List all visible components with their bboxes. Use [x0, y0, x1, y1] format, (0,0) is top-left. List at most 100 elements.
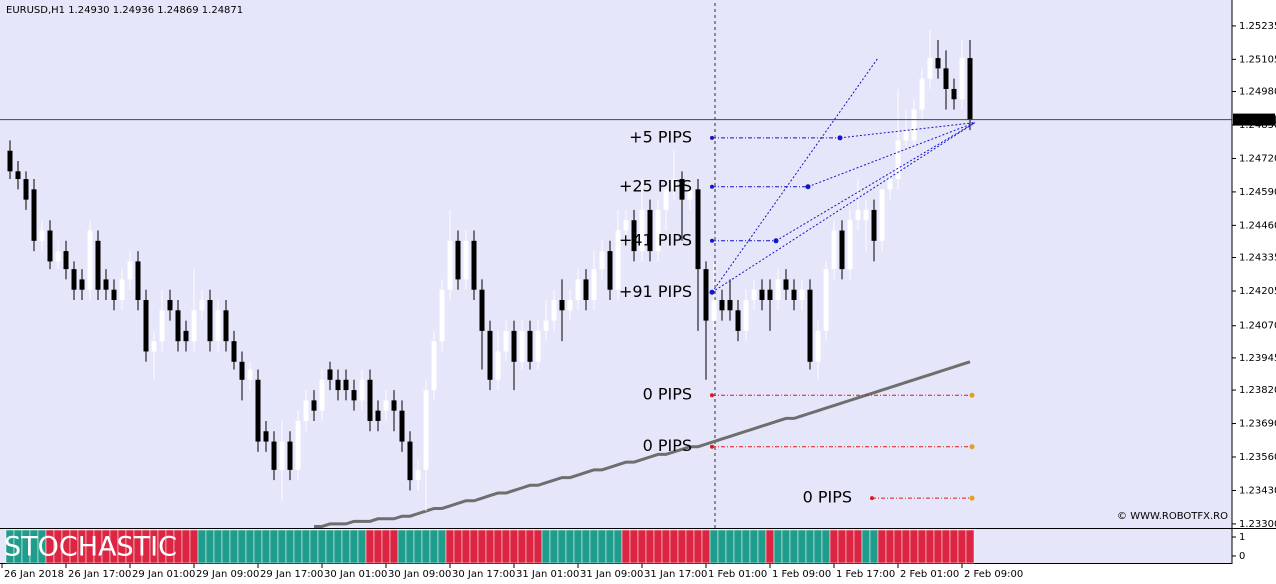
candle-body — [71, 269, 77, 290]
stochastic-bar — [917, 529, 927, 564]
stochastic-bar — [669, 529, 679, 564]
stochastic-bar — [181, 529, 191, 564]
stochastic-bar — [813, 529, 823, 564]
stochastic-bar — [773, 529, 783, 564]
candle-body — [599, 251, 605, 270]
current-price-box — [1233, 113, 1275, 126]
candle-body — [215, 310, 221, 342]
stochastic-bar — [501, 529, 511, 564]
candle-body — [623, 220, 629, 231]
x-tick-label: 31 Jan 17:00 — [644, 569, 707, 580]
stochastic-bar — [629, 529, 639, 564]
stoch-tick-label: 1 — [1239, 532, 1245, 543]
y-tick-label: 1.24720 — [1239, 153, 1276, 164]
candle-body — [79, 279, 85, 290]
x-tick-label: 1 Feb 17:00 — [836, 569, 895, 580]
candle-body — [559, 300, 565, 311]
candle-body — [479, 289, 485, 331]
stochastic-bar — [765, 529, 775, 564]
candle-body — [751, 289, 757, 301]
candle-body — [535, 330, 541, 362]
stochastic-bar — [261, 529, 271, 564]
y-tick-label: 1.23430 — [1239, 485, 1276, 496]
pips-label: 0 PIPS — [643, 385, 692, 404]
pips-label: +91 PIPS — [619, 282, 692, 301]
candle-body — [823, 269, 829, 331]
candle-body — [847, 220, 853, 270]
candle-body — [503, 330, 509, 352]
trend-link — [711, 122, 976, 293]
candle-body — [183, 330, 189, 342]
candle-body — [527, 330, 533, 362]
stochastic-bar — [693, 529, 703, 564]
stochastic-bar — [373, 529, 383, 564]
candle-body — [879, 189, 885, 241]
y-tick-label: 1.23300 — [1239, 519, 1276, 530]
candle-body — [383, 400, 389, 411]
stochastic-title: STOCHASTIC — [4, 532, 177, 563]
candle-body — [111, 289, 117, 301]
stochastic-bar — [829, 529, 839, 564]
candle-body — [735, 310, 741, 331]
candle-body — [423, 390, 429, 470]
x-tick-label: 2 Feb 01:00 — [900, 569, 959, 580]
stochastic-bar — [861, 529, 871, 564]
pips-label: +25 PIPS — [619, 176, 692, 195]
stoch-tick-label: 0 — [1239, 551, 1245, 562]
candle-body — [47, 230, 53, 262]
y-tick-label: 1.24590 — [1239, 187, 1276, 198]
candle-body — [335, 379, 341, 391]
y-tick-label: 1.24335 — [1239, 253, 1276, 264]
stochastic-bar — [853, 529, 863, 564]
level-start — [710, 238, 714, 243]
candle-body — [167, 300, 173, 311]
stochastic-bar — [533, 529, 543, 564]
stochastic-bar — [821, 529, 831, 564]
stochastic-bar — [557, 529, 567, 564]
candle-body — [191, 310, 197, 342]
candle-body — [903, 130, 909, 141]
stochastic-bar — [869, 529, 879, 564]
candle-body — [15, 171, 21, 180]
candle-body — [607, 251, 613, 290]
candle-body — [495, 351, 501, 380]
candle-body — [895, 140, 901, 180]
candle-body — [247, 369, 253, 380]
candle-body — [855, 209, 861, 221]
candle-body — [407, 441, 413, 481]
stochastic-bar — [805, 529, 815, 564]
stochastic-bar — [477, 529, 487, 564]
stochastic-bar — [389, 529, 399, 564]
stochastic-bar — [469, 529, 479, 564]
candle-body — [39, 230, 45, 241]
stochastic-bar — [381, 529, 391, 564]
stochastic-bar — [453, 529, 463, 564]
candle-body — [31, 189, 37, 241]
candle-body — [391, 400, 397, 411]
stochastic-bar — [717, 529, 727, 564]
stochastic-bar — [909, 529, 919, 564]
candle-body — [935, 58, 941, 69]
candle-body — [807, 289, 813, 362]
stochastic-bar — [797, 529, 807, 564]
stochastic-bar — [677, 529, 687, 564]
stochastic-bar — [645, 529, 655, 564]
candle-body — [831, 230, 837, 270]
candle-body — [471, 240, 477, 290]
candle-body — [943, 68, 949, 89]
y-tick-label: 1.23820 — [1239, 385, 1276, 396]
stochastic-bar — [189, 529, 199, 564]
stochastic-bar — [213, 529, 223, 564]
y-tick-label: 1.23560 — [1239, 452, 1276, 463]
watermark: © WWW.ROBOTFX.RO — [1117, 511, 1228, 522]
candle-body — [615, 230, 621, 290]
candle-body — [303, 400, 309, 421]
candle-body — [703, 269, 709, 321]
stochastic-bar — [397, 529, 407, 564]
x-tick-label: 26 Jan 2018 — [4, 569, 64, 580]
stochastic-bar — [541, 529, 551, 564]
y-tick-label: 1.24980 — [1239, 87, 1276, 98]
candle-body — [447, 240, 453, 290]
candle-body — [519, 330, 525, 362]
stochastic-bar — [357, 529, 367, 564]
